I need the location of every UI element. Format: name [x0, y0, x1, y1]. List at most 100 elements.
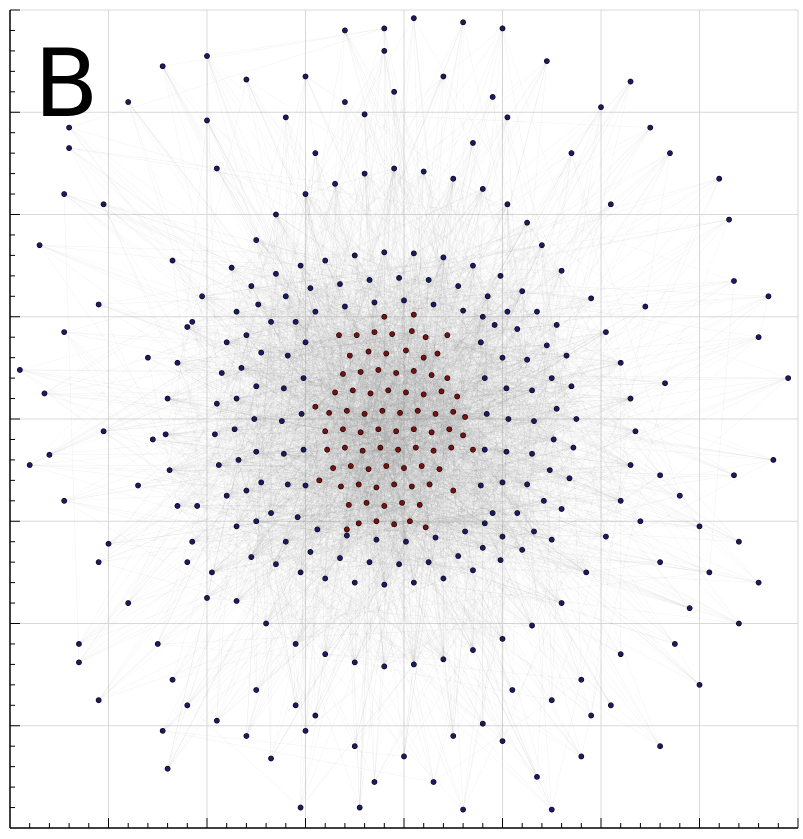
edge — [384, 410, 419, 667]
edge — [360, 371, 587, 573]
edge — [378, 429, 518, 514]
edge — [396, 331, 606, 374]
edge — [374, 331, 484, 548]
edge — [413, 370, 562, 604]
edge — [325, 431, 369, 470]
edge — [348, 447, 416, 506]
edge — [360, 371, 430, 485]
edge — [265, 390, 389, 624]
edge — [405, 298, 592, 351]
edge — [585, 219, 730, 573]
edge — [431, 432, 570, 479]
edge — [344, 350, 407, 448]
edge — [326, 449, 385, 585]
edge — [177, 362, 414, 430]
edge — [325, 260, 432, 376]
edge — [342, 373, 385, 585]
edge — [386, 370, 415, 467]
edge — [346, 353, 387, 536]
edge — [395, 431, 415, 665]
edge — [386, 410, 419, 467]
edge — [384, 252, 415, 430]
edge — [453, 411, 466, 532]
edge — [324, 353, 438, 579]
edge — [411, 330, 528, 360]
edge — [342, 330, 413, 375]
edge — [310, 287, 393, 335]
edge — [303, 396, 458, 450]
edge — [275, 273, 407, 351]
edge — [415, 296, 488, 448]
edge — [396, 372, 458, 397]
edge — [177, 432, 432, 507]
edge — [342, 429, 444, 579]
edge — [256, 431, 326, 522]
edge — [251, 285, 393, 335]
edge — [380, 447, 454, 737]
edge — [342, 373, 407, 393]
edge — [342, 373, 440, 470]
edge — [348, 393, 371, 505]
edge — [391, 334, 395, 525]
edge — [396, 372, 432, 376]
edge — [364, 173, 448, 379]
edge — [368, 351, 395, 525]
edge — [441, 178, 454, 392]
edge — [317, 449, 399, 530]
edge — [261, 431, 326, 483]
edge — [270, 353, 438, 514]
edge — [423, 357, 574, 448]
edge — [374, 331, 442, 392]
edge — [342, 392, 407, 430]
edge — [358, 450, 363, 485]
edge — [29, 428, 414, 466]
edge — [352, 311, 508, 391]
edge — [449, 429, 454, 491]
edge — [380, 337, 426, 448]
edge — [354, 371, 361, 663]
edge — [300, 374, 432, 573]
edge — [295, 321, 326, 432]
edge — [270, 321, 357, 336]
edge — [370, 244, 543, 394]
edge — [384, 50, 442, 392]
edge — [358, 410, 418, 485]
edge — [328, 412, 415, 583]
edge — [342, 373, 464, 436]
edge — [360, 371, 371, 394]
edge — [421, 429, 450, 467]
edge — [388, 390, 406, 393]
edge — [339, 334, 393, 559]
edge — [328, 412, 367, 503]
edge — [192, 337, 426, 542]
edge — [241, 367, 371, 394]
edge — [413, 370, 417, 448]
edge — [364, 330, 413, 415]
edge — [376, 411, 454, 522]
edge — [449, 286, 459, 430]
edge — [211, 410, 383, 573]
edge — [339, 416, 466, 559]
edge — [368, 333, 393, 352]
edge — [380, 392, 407, 448]
edge — [270, 321, 350, 356]
edge — [399, 204, 508, 413]
edge — [352, 390, 587, 573]
edge — [364, 345, 547, 415]
edge — [329, 412, 379, 430]
edge — [177, 355, 350, 507]
edge — [246, 431, 397, 491]
edge — [370, 393, 554, 440]
edge — [300, 447, 417, 573]
edge — [295, 337, 426, 645]
edge — [344, 432, 432, 448]
edge — [437, 353, 474, 651]
edge — [346, 410, 554, 440]
edge — [334, 183, 432, 376]
edge — [441, 391, 444, 660]
edge — [256, 390, 353, 522]
edge — [423, 311, 508, 358]
edge — [374, 331, 503, 358]
edge — [342, 351, 369, 430]
edge — [369, 279, 381, 448]
